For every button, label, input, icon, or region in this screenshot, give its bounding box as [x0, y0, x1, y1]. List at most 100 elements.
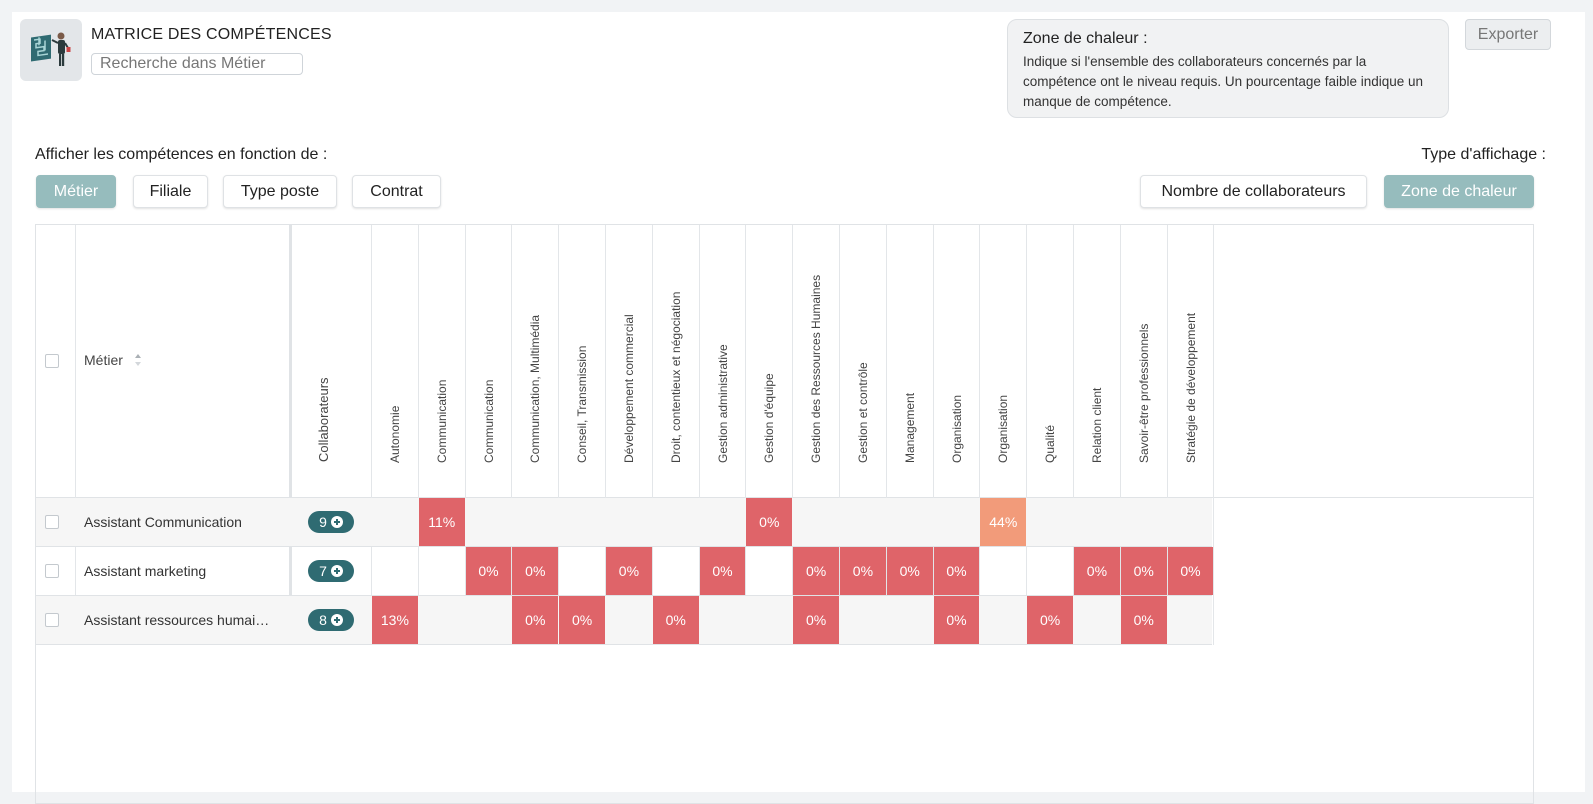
heat-cell[interactable]: 0% [793, 596, 839, 644]
row-checkbox[interactable] [45, 613, 59, 627]
collaborateurs-header-label: Collaborateurs [316, 377, 331, 462]
column-divider [979, 225, 981, 645]
filter-metier-button[interactable]: Métier [36, 175, 116, 208]
skill-header-label: Savoir-être professionnels [1136, 323, 1151, 463]
sort-icon[interactable] [134, 353, 142, 367]
skill-header-label: Relation client [1090, 387, 1104, 463]
column-divider [1026, 225, 1028, 645]
column-divider [289, 225, 292, 645]
heat-cell[interactable]: 0% [512, 596, 559, 644]
skill-header-label: Qualité [1043, 424, 1058, 463]
column-divider [839, 225, 840, 645]
row-checkbox[interactable] [45, 515, 59, 529]
heat-cell[interactable]: 0% [606, 547, 652, 595]
app-logo [20, 19, 82, 81]
column-divider [371, 225, 372, 645]
heat-cell[interactable]: 0% [793, 547, 839, 595]
skill-header-label: Autonomie [388, 405, 402, 463]
column-divider [464, 225, 466, 645]
heat-cell[interactable]: 11% [418, 498, 465, 546]
page-title: MATRICE DES COMPÉTENCES [91, 26, 332, 43]
page-card: MATRICE DES COMPÉTENCES Zone de chaleur … [12, 12, 1585, 804]
skill-header-label: Organisation [996, 394, 1011, 463]
info-title: Zone de chaleur : [1023, 30, 1148, 47]
maze-person-icon [31, 32, 71, 66]
skill-header-label: Droit, contentieux et négociation [668, 291, 683, 463]
table-row: Assistant Communication 9 11% 0% 44% [36, 498, 1212, 547]
collaborateurs-count-badge[interactable]: 8 [308, 609, 354, 631]
heat-cell[interactable]: 44% [980, 498, 1027, 546]
heat-cell[interactable]: 0% [699, 547, 746, 595]
heat-cell[interactable]: 0% [652, 596, 699, 644]
skill-header-label: Communication, Multimédia [528, 314, 543, 463]
search-input[interactable] [91, 53, 303, 75]
select-all-checkbox[interactable] [45, 354, 59, 368]
plus-circle-icon [330, 614, 343, 626]
count-value: 7 [319, 563, 327, 579]
column-divider [605, 225, 606, 645]
heat-cell[interactable]: 0% [1027, 596, 1073, 644]
display-count-button[interactable]: Nombre de collaborateurs [1140, 175, 1367, 208]
skill-header-label: Conseil, Transmission [575, 345, 590, 463]
column-divider [1213, 225, 1215, 645]
column-divider [698, 225, 700, 645]
plus-circle-icon [330, 565, 343, 577]
column-divider [885, 225, 887, 645]
row-checkbox[interactable] [45, 564, 59, 578]
column-divider [1119, 225, 1121, 645]
heat-cell[interactable]: 0% [746, 498, 793, 546]
heat-cell[interactable]: 0% [1074, 547, 1120, 595]
skill-header-label: Organisation [949, 394, 964, 463]
skill-header-label: Gestion des Ressources Humaines [809, 274, 824, 463]
metier-name: Assistant ressources humaines [84, 612, 274, 628]
column-divider [745, 225, 747, 645]
collaborateurs-count-badge[interactable]: 9 [308, 511, 354, 533]
filter-type-poste-button[interactable]: Type poste [223, 175, 337, 208]
display-heat-zone-button[interactable]: Zone de chaleur [1384, 175, 1534, 208]
heat-cell[interactable]: 0% [886, 547, 933, 595]
heat-cell[interactable]: 13% [372, 596, 418, 644]
metier-name: Assistant marketing [84, 563, 207, 579]
column-divider [1166, 225, 1168, 645]
heat-cell[interactable]: 0% [933, 547, 980, 595]
plus-circle-icon [330, 516, 343, 528]
heat-cell[interactable]: 0% [1120, 547, 1167, 595]
column-divider [417, 225, 419, 645]
skill-header-label: Stratégie de développement [1183, 312, 1198, 463]
filter-label: Afficher les compétences en fonction de … [35, 146, 328, 163]
count-value: 9 [319, 514, 327, 530]
column-divider [1073, 225, 1074, 645]
heat-cell[interactable]: 0% [1120, 596, 1167, 644]
info-text: Indique si l'ensemble des collaborateurs… [1023, 54, 1424, 109]
export-button[interactable]: Exporter [1465, 19, 1551, 50]
column-divider [558, 225, 560, 645]
skill-header-label: Gestion administrative [715, 344, 730, 463]
skill-header-label: Développement commercial [622, 314, 636, 463]
heat-cell[interactable]: 0% [1167, 547, 1214, 595]
metier-name: Assistant Communication [84, 514, 242, 530]
heat-cell[interactable]: 0% [465, 547, 512, 595]
filter-contrat-button[interactable]: Contrat [352, 175, 441, 208]
skill-header-label: Management [902, 392, 917, 463]
skill-header-label: Gestion et contrôle [856, 362, 870, 463]
table-header: Métier Collaborateurs Autonomie Communica… [36, 225, 1533, 498]
collaborateurs-count-badge[interactable]: 7 [308, 560, 354, 582]
skill-header-label: Gestion d'équipe [762, 373, 777, 463]
heat-cell[interactable]: 0% [559, 596, 605, 644]
column-divider [932, 225, 934, 645]
heat-zone-info-box: Zone de chaleur : Indique si l'ensemble … [1007, 19, 1449, 118]
table-row: Assistant ressources humaines 8 13% 0% 0% 0% 0… [36, 596, 1212, 645]
skills-matrix-table: Métier Collaborateurs Autonomie Communica… [35, 224, 1534, 804]
display-type-label: Type d'affichage : [1421, 146, 1546, 163]
column-divider [792, 225, 794, 645]
skill-header-label: Communication [481, 379, 496, 463]
heat-cell[interactable]: 0% [512, 547, 559, 595]
heat-cell[interactable]: 0% [840, 547, 886, 595]
skill-header-label: Communication [434, 379, 449, 463]
heat-cell[interactable]: 0% [933, 596, 980, 644]
filter-filiale-button[interactable]: Filiale [133, 175, 208, 208]
column-divider [75, 225, 76, 645]
metier-column-header[interactable]: Métier [84, 352, 123, 368]
column-divider [651, 225, 653, 645]
column-divider [511, 225, 513, 645]
